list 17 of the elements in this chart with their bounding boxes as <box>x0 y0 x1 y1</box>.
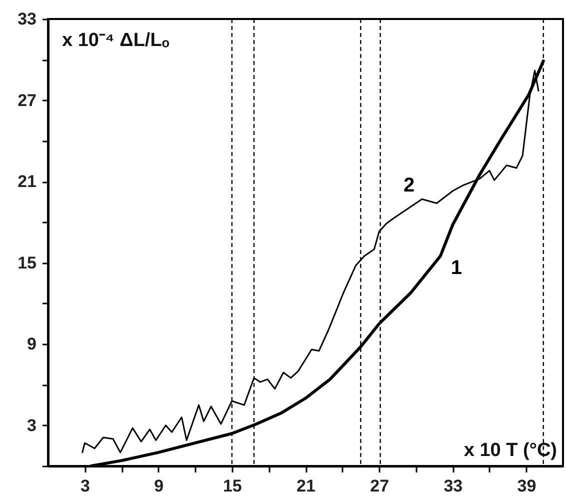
y-tick-label: 9 <box>27 334 36 354</box>
x-tick-label: 15 <box>222 476 242 496</box>
y-tick-label: 33 <box>18 10 36 28</box>
y-tick-label: 15 <box>18 253 36 272</box>
x-tick-label: 3 <box>80 476 90 496</box>
series-label: 2 <box>404 174 415 197</box>
x-tick-label: 33 <box>444 476 463 496</box>
x-tick-label: 27 <box>370 476 390 496</box>
series-label: 1 <box>450 257 462 280</box>
x-tick-label: 21 <box>296 476 316 496</box>
y-tick-label: 3 <box>27 416 36 435</box>
x-axis-title: x 10 T (°C) <box>464 440 557 461</box>
x-tick-label: 39 <box>517 476 536 496</box>
y-tick-label: 27 <box>18 90 36 110</box>
x-tick-label: 9 <box>154 476 164 496</box>
y-tick-label: 21 <box>18 172 36 192</box>
y-axis-title: x 10⁻⁴ ΔL/Lₒ <box>62 30 170 51</box>
